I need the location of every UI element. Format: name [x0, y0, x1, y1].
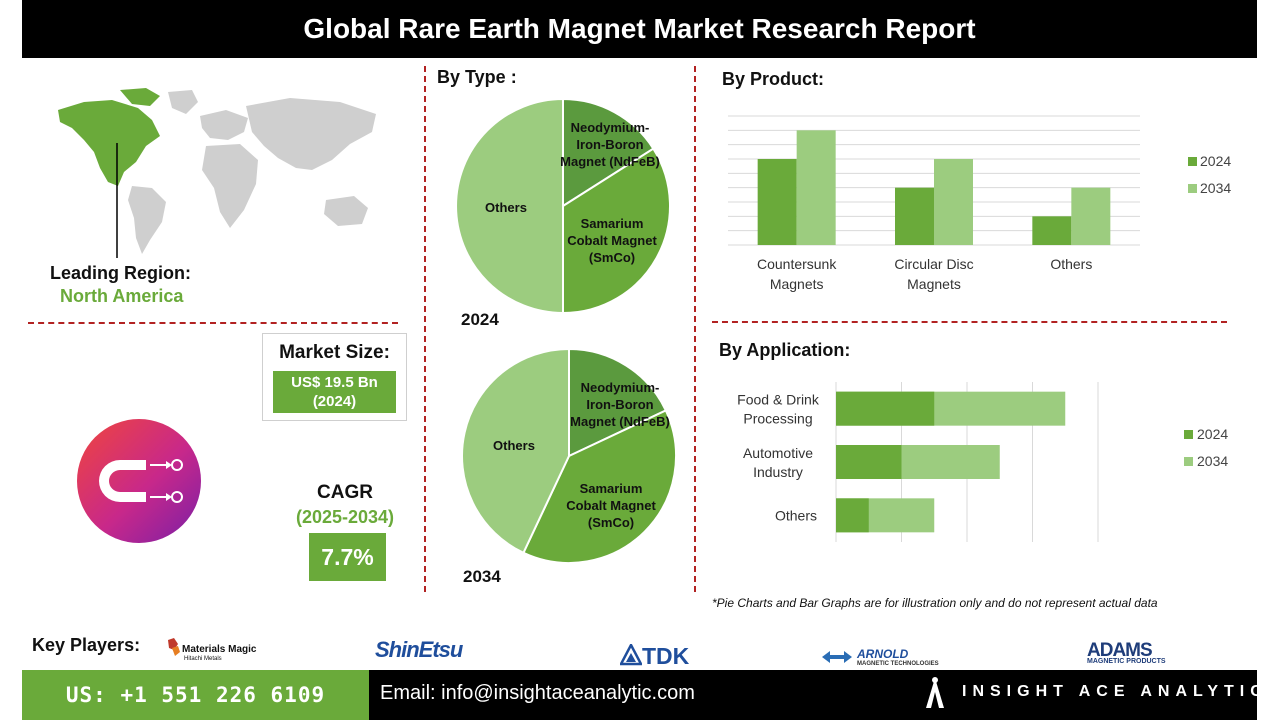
- divider-left: [424, 66, 426, 592]
- legend-swatch: [1188, 184, 1197, 193]
- leading-region-value: North America: [60, 286, 184, 306]
- application-category-label: Food & Drink Processing: [737, 392, 820, 427]
- legend-swatch: [1184, 457, 1193, 466]
- materials-magic-logo: Materials Magic Hitachi Metals: [166, 636, 262, 666]
- market-size-label: Market Size:: [279, 342, 390, 363]
- pie-slice: [455, 97, 564, 315]
- pie-slice: [562, 147, 671, 315]
- world-map-icon: [58, 88, 376, 258]
- by-product-heading: By Product:: [722, 69, 825, 89]
- pie-slice: [562, 97, 655, 208]
- magnet-icon: [77, 419, 201, 543]
- adams-subtext: MAGNETIC PRODUCTS: [1087, 658, 1166, 665]
- adams-text: ADAMS: [1087, 640, 1153, 661]
- product-bar: [757, 159, 797, 245]
- contact-phone[interactable]: US: +1 551 226 6109: [22, 670, 369, 720]
- product-bar: [1071, 187, 1111, 245]
- product-bar: [934, 159, 973, 245]
- pie-slice-label: Neodymium-Iron-Boron Magnet (NdFeB): [560, 120, 660, 169]
- leading-region-label: Leading Region:: [50, 263, 191, 283]
- pie-slice-label: Others: [493, 438, 535, 453]
- cagr-label: CAGR: [317, 482, 373, 503]
- legend-swatch: [1184, 430, 1193, 439]
- product-bar: [796, 130, 836, 245]
- legend-label: 2034: [1200, 180, 1231, 196]
- tdk-logo: TDK: [620, 643, 710, 669]
- key-players-label: Key Players:: [32, 635, 141, 655]
- legend-label: 2024: [1200, 153, 1231, 169]
- hitachi-metals-text: Hitachi Metals: [184, 656, 222, 662]
- application-category-label: Automotive Industry: [743, 445, 813, 480]
- product-category-label: Others: [1050, 256, 1092, 272]
- arnold-logo: ARNOLD MAGNETIC TECHNOLOGIES: [820, 646, 960, 670]
- by-application-heading: By Application:: [719, 340, 851, 360]
- footnote: *Pie Charts and Bar Graphs are for illus…: [712, 596, 1158, 610]
- application-bar: [836, 445, 902, 479]
- page-title: Global Rare Earth Magnet Market Research…: [22, 0, 1257, 58]
- product-bar: [1032, 216, 1072, 245]
- product-category-label: Countersunk Magnets: [757, 256, 837, 292]
- pie-slice-label: Others: [485, 200, 527, 215]
- product-bar-chart: Countersunk Magnets Circular Disc Magnets Ot…: [728, 115, 1231, 292]
- application-bar: [836, 391, 935, 426]
- legend-label: 2024: [1197, 426, 1228, 442]
- application-category-label: Others: [775, 507, 817, 523]
- pie-slice: [461, 347, 570, 555]
- divider-right: [694, 66, 696, 592]
- divider-region: [28, 322, 398, 324]
- insight-ace-logo-icon: [926, 677, 944, 708]
- cagr-value: 7.7%: [309, 533, 386, 581]
- materials-magic-text: Materials Magic: [182, 644, 257, 655]
- application-bar-chart: Food & Drink Processing Automotive Industry…: [737, 382, 1228, 542]
- pie-slice-label: Samarium Cobalt Magnet (SmCo): [566, 481, 656, 530]
- market-size-card: Market Size: US$ 19.5 Bn (2024): [262, 333, 407, 421]
- tdk-emblem-icon: [620, 644, 642, 666]
- pie-2024-year: 2024: [461, 310, 499, 329]
- tdk-text: TDK: [642, 643, 690, 669]
- market-size-amount: US$ 19.5 Bn: [291, 374, 378, 391]
- arnold-text: ARNOLD: [857, 647, 909, 661]
- shinetsu-logo: ShinEtsu: [375, 637, 463, 662]
- cagr-years: (2025-2034): [295, 507, 395, 527]
- arnold-emblem-icon: [822, 651, 852, 663]
- pie-slice: [522, 409, 677, 564]
- pie-slice-label: Samarium Cobalt Magnet (SmCo): [567, 216, 657, 265]
- arnold-subtext: MAGNETIC TECHNOLOGIES: [857, 661, 939, 667]
- pie-chart-2024: Neodymium-Iron-Boron Magnet (NdFeB) Samari…: [455, 97, 671, 315]
- legend-label: 2034: [1197, 453, 1228, 469]
- divider-product: [712, 321, 1227, 323]
- application-bar: [836, 498, 869, 533]
- legend-swatch: [1188, 157, 1197, 166]
- pie-chart-2034: Neodymium-Iron-Boron Magnet (NdFeB) Samari…: [461, 347, 677, 564]
- brand-name: INSIGHT ACE ANALYTIC: [962, 683, 1268, 700]
- pie-slice: [568, 347, 668, 458]
- product-bar: [895, 187, 934, 245]
- market-size-value: US$ 19.5 Bn (2024): [273, 371, 396, 413]
- footer-bar: [369, 670, 1257, 720]
- pie-2034-year: 2034: [463, 567, 501, 586]
- by-type-heading: By Type :: [437, 67, 517, 87]
- market-size-year: (2024): [312, 393, 357, 410]
- contact-email[interactable]: Email: info@insightaceanalytic.com: [380, 682, 695, 704]
- pie-slice-label: Neodymium-Iron-Boron Magnet (NdFeB): [570, 380, 670, 429]
- product-category-label: Circular Disc Magnets: [894, 256, 973, 292]
- adams-logo: ADAMS MAGNETIC PRODUCTS: [1087, 640, 1177, 668]
